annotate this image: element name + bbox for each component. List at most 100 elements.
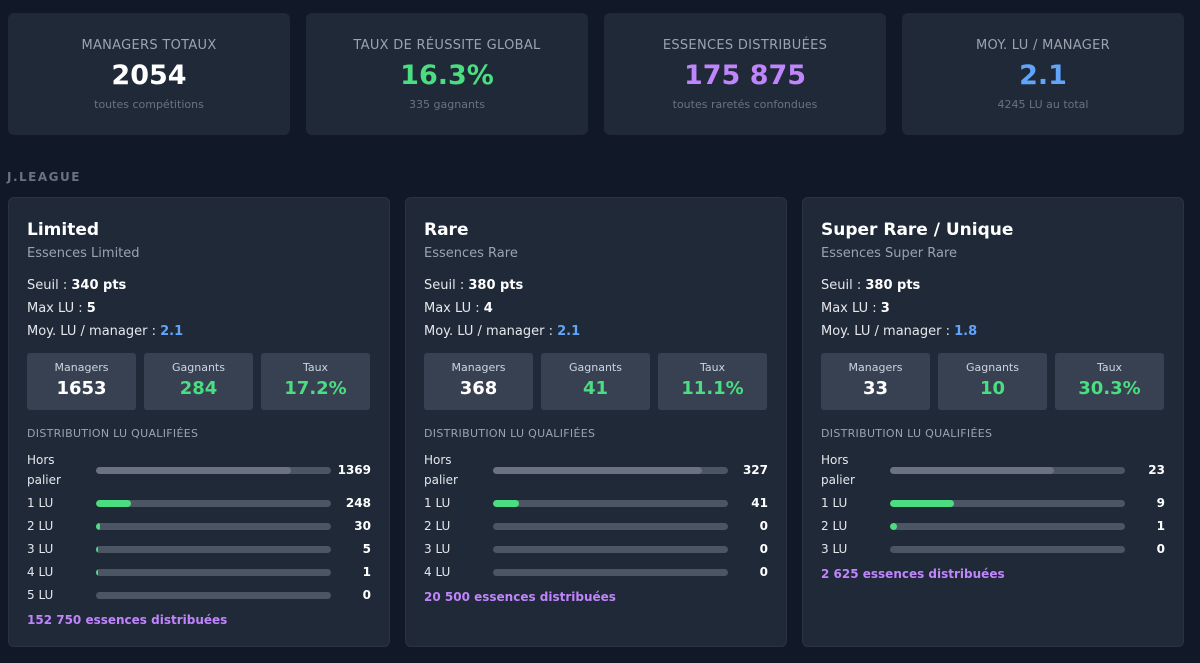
taux-label: Taux	[1096, 361, 1123, 374]
stats-row: MANAGERS TOTAUX 2054 toutes compétitions…	[8, 13, 1184, 135]
tier-subtitle: Essences Limited	[27, 246, 140, 261]
distribution-count: 248	[345, 496, 371, 510]
stat-card-avg-lu: MOY. LU / MANAGER 2.1 4245 LU au total	[902, 13, 1184, 135]
stat-sub: 335 gagnants	[409, 98, 485, 111]
stat-card-managers: MANAGERS TOTAUX 2054 toutes compétitions	[8, 13, 290, 135]
distribution-row: 3 LU 0	[424, 539, 768, 559]
stat-value: 16.3%	[400, 60, 494, 91]
essences-total: 152 750 essences distribuées	[27, 613, 228, 627]
distribution-count: 1369	[337, 463, 371, 477]
gagnants-box: Gagnants 10	[938, 353, 1047, 410]
managers-box: Managers 368	[424, 353, 533, 410]
stat-sub: toutes raretés confondues	[672, 98, 818, 111]
seuil-value: 340 pts	[71, 278, 127, 293]
taux-label: Taux	[699, 361, 726, 374]
seuil-label: Seuil :	[27, 278, 72, 293]
taux-value: 11.1%	[681, 378, 744, 399]
distribution-count: 9	[1156, 496, 1165, 510]
distribution-bar-track	[492, 545, 729, 553]
moy-lu-label: Moy. LU / manager :	[27, 324, 161, 339]
gagnants-label: Gagnants	[172, 361, 225, 374]
distribution-bar-track	[95, 522, 332, 530]
seuil-line: Seuil : 380 pts	[821, 274, 1165, 297]
stat-label: ESSENCES DISTRIBUÉES	[662, 38, 828, 53]
max-lu-line: Max LU : 4	[424, 297, 768, 320]
distribution-count: 0	[759, 565, 768, 579]
distribution-bar-track	[95, 545, 332, 553]
distribution-count: 0	[759, 519, 768, 533]
distribution-count: 30	[354, 519, 371, 533]
gagnants-label: Gagnants	[966, 361, 1019, 374]
moy-lu-line: Moy. LU / manager : 2.1	[27, 320, 371, 343]
distribution-label: 2 LU	[27, 519, 54, 533]
stat-label: MOY. LU / MANAGER	[976, 38, 1110, 53]
seuil-value: 380 pts	[468, 278, 524, 293]
distribution-title: DISTRIBUTION LU QUALIFIÉES	[424, 427, 596, 440]
distribution-bar-track	[95, 499, 332, 507]
distribution-row: Hors palier 1369	[27, 450, 371, 490]
moy-lu-value: 1.8	[954, 324, 978, 339]
distribution-bar-track	[492, 522, 729, 530]
stat-sub: toutes compétitions	[94, 98, 204, 111]
stat-label: MANAGERS TOTAUX	[81, 38, 217, 53]
distribution-row: 1 LU 248	[27, 493, 371, 513]
moy-lu-label: Moy. LU / manager :	[424, 324, 558, 339]
managers-box: Managers 33	[821, 353, 930, 410]
distribution-row: Hors palier 23	[821, 450, 1165, 490]
distribution-bar-track	[492, 568, 729, 576]
max-lu-value: 5	[86, 301, 96, 316]
seuil-line: Seuil : 380 pts	[424, 274, 768, 297]
distribution-title: DISTRIBUTION LU QUALIFIÉES	[821, 427, 993, 440]
managers-box: Managers 1653	[27, 353, 136, 410]
managers-label: Managers	[451, 361, 506, 374]
distribution-bar-fill	[889, 466, 1054, 474]
distribution-count: 23	[1148, 463, 1165, 477]
moy-lu-label: Moy. LU / manager :	[821, 324, 955, 339]
distribution-label: Hors palier	[424, 453, 458, 487]
distribution-row: 1 LU 9	[821, 493, 1165, 513]
distribution-bar-track	[889, 522, 1126, 530]
seuil-line: Seuil : 340 pts	[27, 274, 371, 297]
distribution-count: 0	[759, 542, 768, 556]
gagnants-value: 284	[179, 378, 218, 399]
distribution-bar-fill	[95, 466, 291, 474]
managers-value: 368	[459, 378, 498, 399]
stat-card-essences: ESSENCES DISTRIBUÉES 175 875 toutes rare…	[604, 13, 886, 135]
tier-title: Limited	[27, 220, 100, 240]
tier-stats: Managers 1653 Gagnants 284 Taux 17.2%	[27, 353, 371, 410]
tier-card: Super Rare / Unique Essences Super Rare …	[802, 197, 1184, 647]
distribution-bar-track	[492, 466, 729, 474]
seuil-label: Seuil :	[424, 278, 469, 293]
distribution-row: 2 LU 1	[821, 516, 1165, 536]
tier-subtitle: Essences Super Rare	[821, 246, 958, 261]
tier-info: Seuil : 380 pts Max LU : 3 Moy. LU / man…	[821, 274, 1165, 343]
tier-title: Rare	[424, 220, 469, 240]
gagnants-value: 41	[582, 378, 609, 399]
max-lu-label: Max LU :	[424, 301, 484, 316]
distribution-label: Hors palier	[821, 453, 855, 487]
distribution-bar-fill	[492, 499, 519, 507]
essences-total: 20 500 essences distribuées	[424, 590, 616, 604]
distribution-row: 2 LU 0	[424, 516, 768, 536]
stat-value: 2.1	[1019, 60, 1067, 91]
distribution-label: 4 LU	[424, 565, 451, 579]
essences-total: 2 625 essences distribuées	[821, 567, 1005, 581]
managers-value: 33	[862, 378, 889, 399]
max-lu-line: Max LU : 5	[27, 297, 371, 320]
distribution-row: 5 LU 0	[27, 585, 371, 605]
distribution-bar-fill	[889, 499, 954, 507]
section-title: J.LEAGUE	[7, 170, 81, 184]
distribution-count: 0	[1156, 542, 1165, 556]
distribution-bar-fill	[492, 466, 703, 474]
managers-value: 1653	[56, 378, 107, 399]
distribution-label: Hors palier	[27, 453, 61, 487]
stat-label: TAUX DE RÉUSSITE GLOBAL	[353, 38, 541, 53]
distribution-label: 1 LU	[821, 496, 848, 510]
distribution-bar-track	[492, 499, 729, 507]
taux-box: Taux 30.3%	[1055, 353, 1164, 410]
max-lu-value: 4	[483, 301, 493, 316]
max-lu-line: Max LU : 3	[821, 297, 1165, 320]
gagnants-box: Gagnants 41	[541, 353, 650, 410]
distribution-bar-fill	[95, 545, 98, 553]
tier-cards-row: Limited Essences Limited Seuil : 340 pts…	[8, 197, 1184, 647]
